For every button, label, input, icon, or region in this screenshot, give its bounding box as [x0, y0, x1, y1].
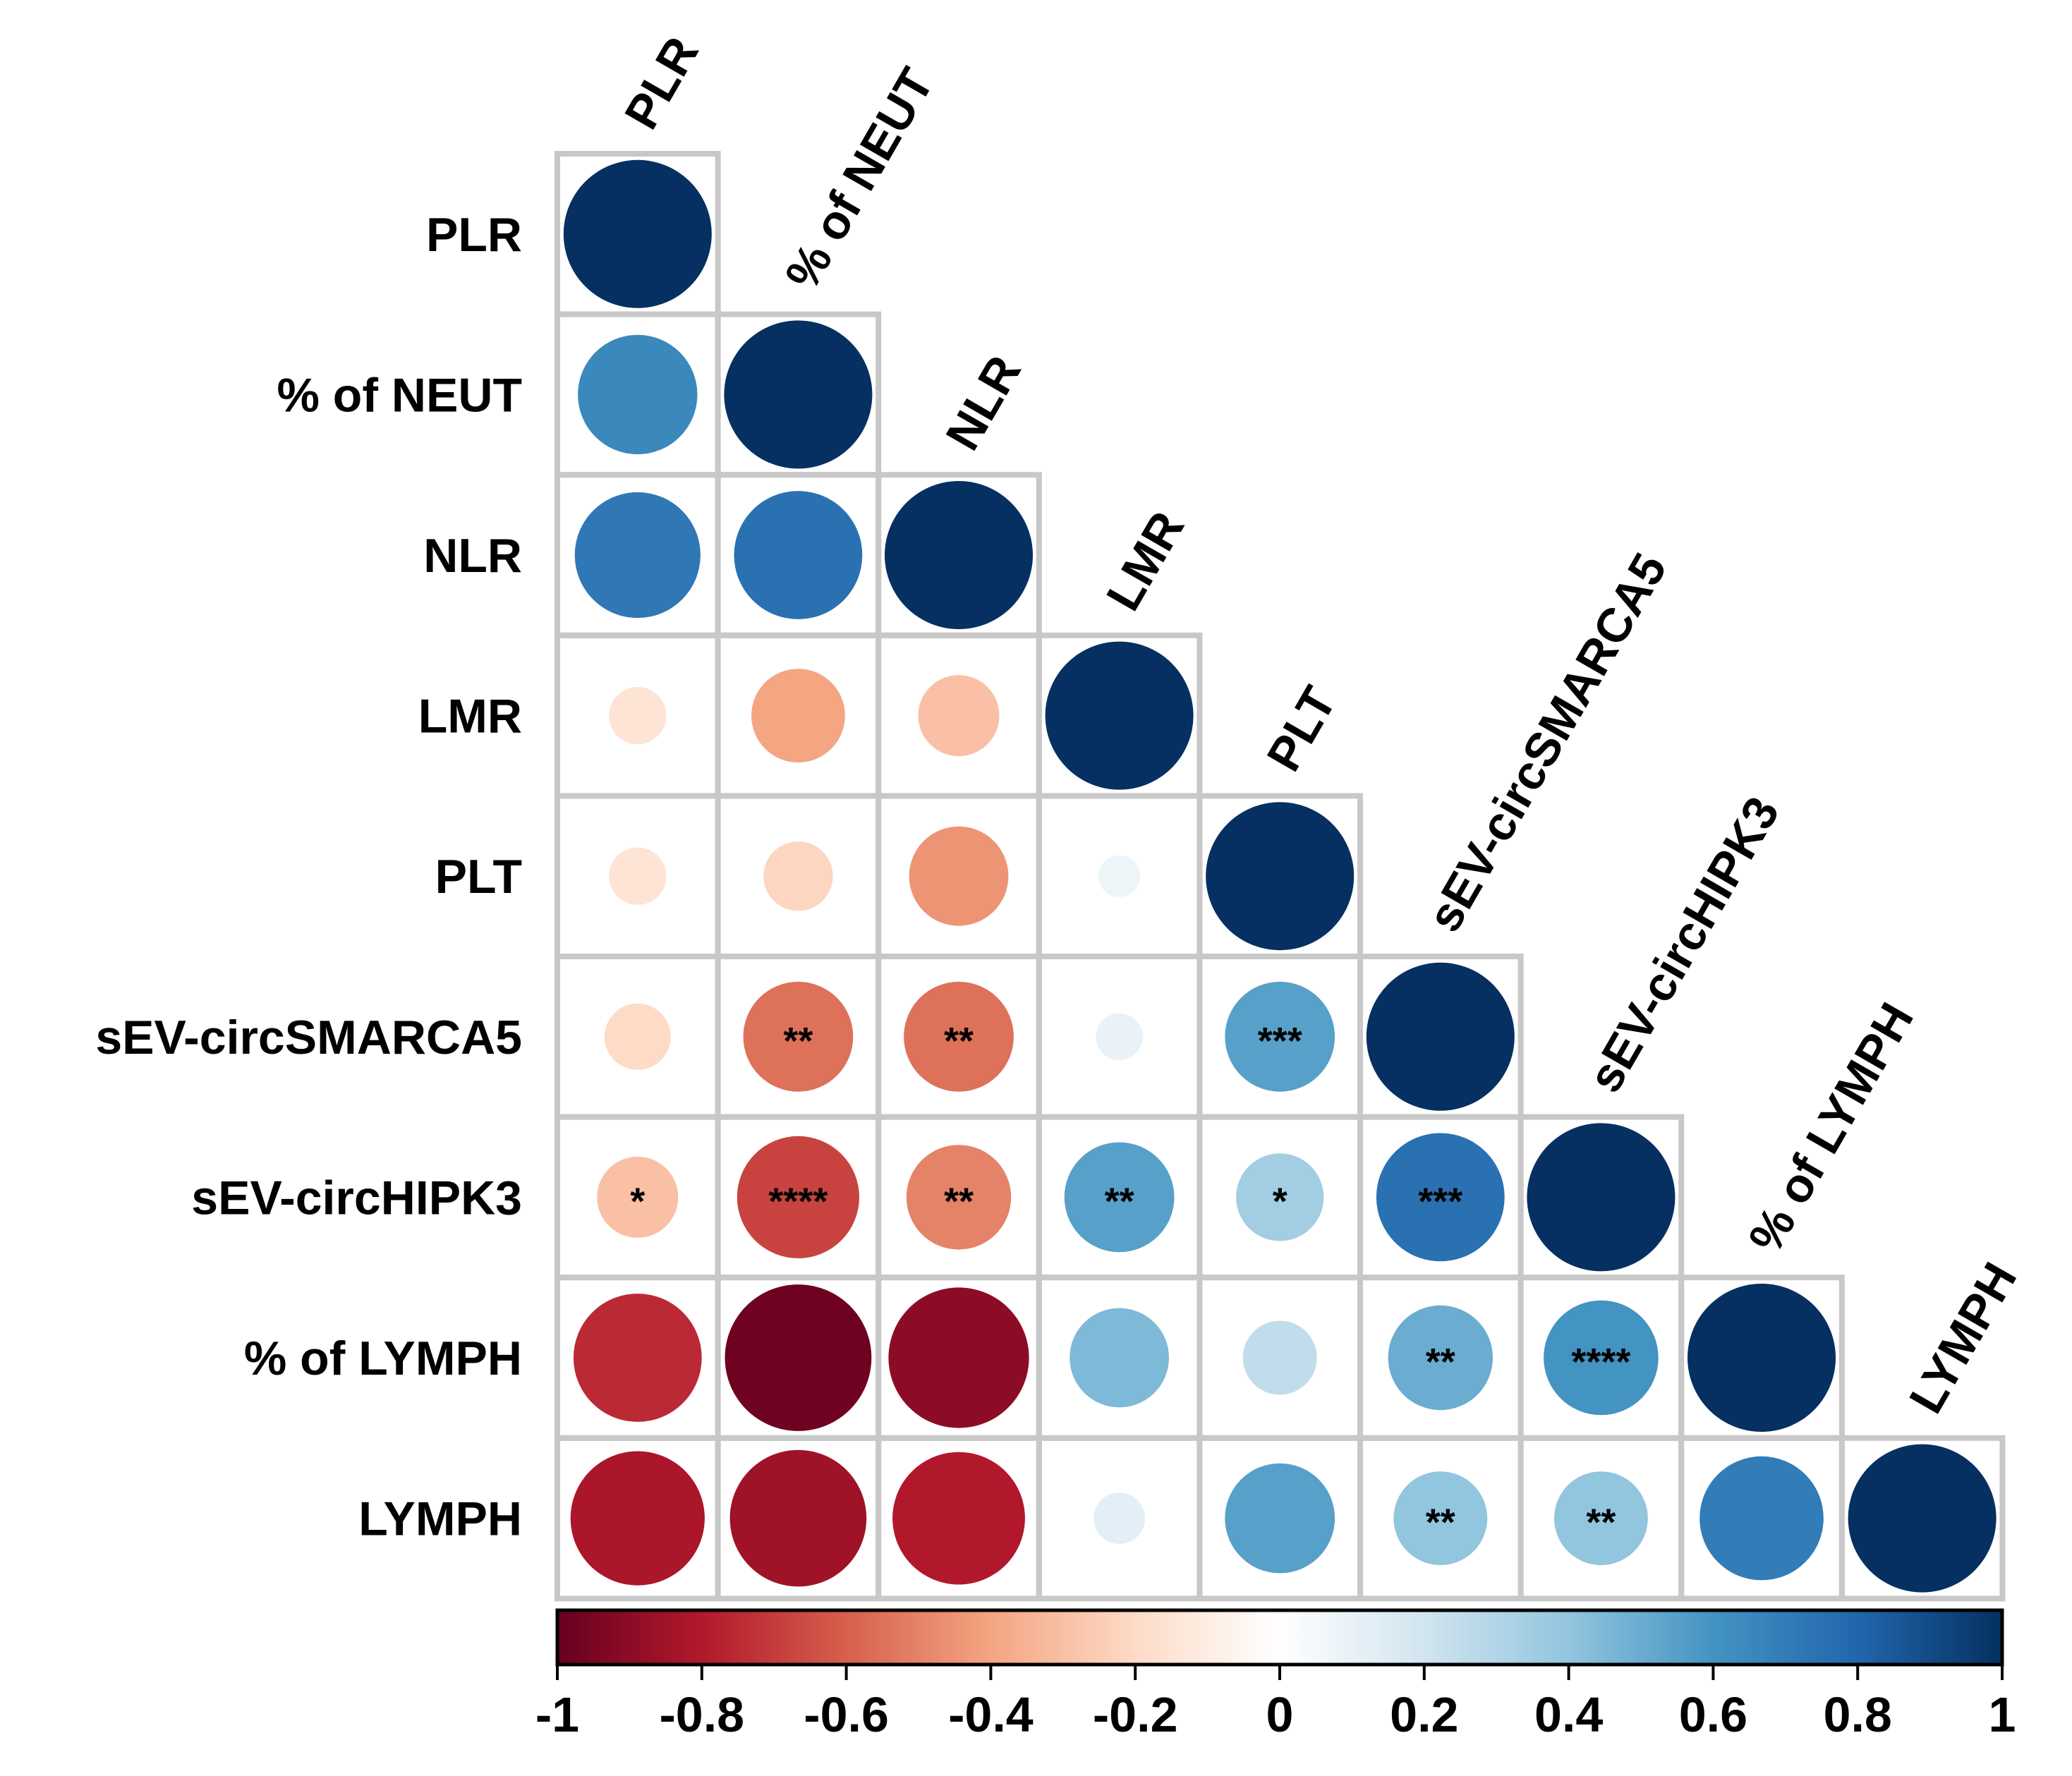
significance-mark: *: [1273, 1180, 1288, 1222]
column-label-plr: PLR: [614, 28, 709, 138]
correlation-circle-sev-circhipk3-sev-circhipk3: [1527, 1123, 1676, 1272]
correlation-circle-sev-circhipk3-plr: [597, 1156, 679, 1238]
significance-mark: ***: [1418, 1180, 1462, 1222]
correlation-circle-plt-of-neut: [763, 841, 833, 911]
correlation-circle-sev-circsmarca5-plr: [604, 1003, 671, 1070]
correlation-circle-lymph-of-lymph: [1700, 1456, 1824, 1581]
correlation-circle-plt-plt: [1206, 802, 1355, 951]
matrix-cell: [1838, 1435, 2006, 1602]
correlation-circle-lmr-nlr: [918, 675, 1000, 757]
correlation-circle-of-lymph-nlr: [888, 1287, 1029, 1428]
row-label-nlr: NLR: [423, 529, 522, 583]
column-label-sev-circhipk3: sEV-circHIPK3: [1578, 788, 1790, 1101]
row-label-of-lymph: % of LYMPH: [244, 1332, 522, 1385]
correlation-circle-sev-circhipk3-of-neut: [737, 1136, 859, 1258]
significance-mark: ***: [1258, 1020, 1302, 1062]
correlation-circle-plt-nlr: [909, 826, 1009, 926]
correlation-circle-plr-plr: [563, 159, 712, 308]
significance-mark: **: [1426, 1502, 1455, 1544]
correlation-circle-lymph-lymph: [1848, 1444, 1997, 1593]
row-labels: PLR % of NEUT NLR LMR PLT sEV-circSMARCA5 sEV-…: [95, 208, 522, 1546]
correlation-circle-sev-circsmarca5-nlr: [904, 981, 1014, 1092]
correlation-circle-of-lymph-of-neut: [725, 1284, 872, 1431]
colorbar-tick-label: -0.2: [1093, 1687, 1178, 1742]
significance-mark: *: [630, 1180, 645, 1222]
correlation-circle-lymph-nlr: [892, 1452, 1025, 1585]
row-label-lymph: LYMPH: [358, 1492, 522, 1546]
row-label-plr: PLR: [426, 208, 522, 262]
correlation-circle-sev-circhipk3-nlr: [906, 1145, 1012, 1250]
correlation-circle-lmr-of-neut: [751, 669, 845, 762]
correlation-circle-sev-circsmarca5-of-neut: [743, 981, 854, 1092]
column-label-lymph: LYMPH: [1899, 1254, 2028, 1423]
correlation-circle-lymph-of-neut: [729, 1449, 867, 1587]
correlation-circle-lymph-plr: [570, 1451, 705, 1586]
colorbar-gradient: [555, 1608, 2004, 1667]
correlation-circle-of-lymph-sev-circsmarca5: [1388, 1305, 1493, 1411]
colorbar: -1 -0.8 -0.6 -0.4 -0.2 0 0.2 0.4 0.6 0.8 1: [535, 1608, 2016, 1742]
significance-mark: **: [944, 1020, 974, 1062]
significance-mark: ****: [1571, 1341, 1630, 1383]
correlation-circles: [563, 159, 1997, 1593]
correlation-circle-plt-lmr: [1098, 855, 1141, 897]
significance-mark: **: [944, 1180, 974, 1222]
correlation-circle-of-neut-plr: [578, 334, 698, 455]
column-label-nlr: NLR: [935, 347, 1031, 459]
correlation-circle-of-lymph-of-lymph: [1688, 1284, 1836, 1432]
colorbar-tick-label: 0.2: [1390, 1687, 1458, 1742]
correlation-circle-sev-circsmarca5-sev-circsmarca5: [1366, 962, 1515, 1111]
colorbar-tick-label: 0.4: [1534, 1687, 1603, 1742]
column-label-lmr: LMR: [1096, 503, 1194, 620]
correlation-circle-nlr-plr: [574, 492, 701, 619]
correlation-circle-of-lymph-lmr: [1070, 1308, 1169, 1408]
correlation-circle-nlr-nlr: [885, 481, 1033, 629]
correlation-circle-nlr-of-neut: [734, 491, 863, 619]
correlation-circle-sev-circsmarca5-lmr: [1096, 1013, 1143, 1061]
correlation-circle-of-lymph-plt: [1242, 1320, 1317, 1395]
column-label-of-lymph: % of LYMPH: [1738, 994, 1924, 1261]
row-label-sev-circhipk3: sEV-circHIPK3: [191, 1171, 522, 1224]
colorbar-tick-label: 0: [1266, 1687, 1294, 1742]
correlation-circle-sev-circhipk3-sev-circsmarca5: [1376, 1133, 1505, 1262]
significance-mark: ****: [768, 1180, 828, 1222]
significance-mark: **: [1586, 1502, 1616, 1544]
column-label-plt: PLT: [1256, 678, 1347, 780]
colorbar-tick-label: 1: [1989, 1687, 2016, 1742]
correlation-circle-of-neut-of-neut: [724, 320, 873, 469]
correlation-circle-lymph-lmr: [1093, 1492, 1145, 1545]
column-label-of-neut: % of NEUT: [775, 59, 945, 298]
matrix-cells: [555, 151, 2006, 1602]
correlation-circle-of-lymph-sev-circhipk3: [1544, 1300, 1659, 1416]
correlation-circle-plt-plr: [609, 847, 667, 905]
colorbar-tick-label: -1: [535, 1687, 579, 1742]
correlation-circle-sev-circhipk3-lmr: [1064, 1142, 1175, 1253]
correlation-circle-sev-circsmarca5-plt: [1225, 981, 1335, 1092]
significance-mark: **: [1426, 1341, 1455, 1383]
correlation-circle-lymph-sev-circsmarca5: [1393, 1471, 1488, 1566]
column-label-sev-circsmarca5: sEV-circSMARCA5: [1417, 545, 1677, 941]
correlation-circle-lymph-sev-circhipk3: [1554, 1471, 1648, 1566]
correlation-circle-sev-circhipk3-plt: [1236, 1153, 1324, 1241]
row-label-of-neut: % of NEUT: [277, 368, 522, 422]
colorbar-tick-label: -0.8: [659, 1687, 744, 1742]
significance-mark: **: [783, 1020, 813, 1062]
colorbar-tick-label: 0.8: [1824, 1687, 1892, 1742]
correlation-circle-lymph-plt: [1225, 1463, 1335, 1574]
row-label-plt: PLT: [435, 850, 522, 904]
colorbar-tick-label: 0.6: [1679, 1687, 1747, 1742]
significance-marks: ** ** **** **** ** ** * ***** ****** **: [630, 1020, 1630, 1544]
significance-mark: **: [1105, 1180, 1134, 1222]
correlation-circle-of-lymph-plr: [573, 1294, 702, 1422]
correlation-circle-lmr-plr: [609, 686, 667, 745]
row-label-sev-circsmarca5: sEV-circSMARCA5: [95, 1011, 522, 1064]
correlation-circle-lmr-lmr: [1045, 641, 1194, 790]
colorbar-tick-label: -0.4: [948, 1687, 1034, 1742]
colorbar-tick-label: -0.6: [804, 1687, 889, 1742]
row-label-lmr: LMR: [418, 690, 522, 743]
